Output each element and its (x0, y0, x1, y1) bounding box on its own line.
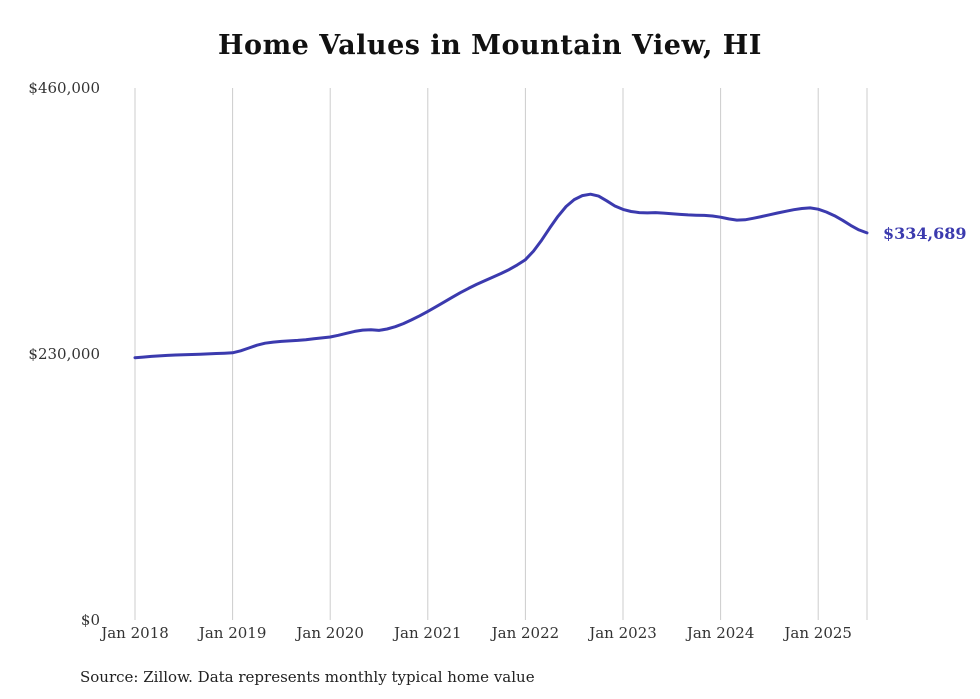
x-axis-label: Jan 2024 (686, 624, 755, 642)
y-axis-label: $230,000 (28, 345, 100, 363)
end-value-label: $334,689 (883, 223, 967, 243)
x-axis-label: Jan 2022 (491, 624, 560, 642)
x-axis-label: Jan 2020 (296, 624, 364, 642)
chart-title: Home Values in Mountain View, HI (218, 30, 762, 61)
y-axis-label: $0 (80, 611, 100, 629)
value-line (133, 192, 869, 360)
x-axis-label: Jan 2019 (198, 624, 267, 642)
x-axis-label: Jan 2018 (101, 624, 169, 642)
source-note: Source: Zillow. Data represents monthly … (80, 668, 535, 686)
y-axis-label: $460,000 (28, 79, 100, 97)
x-axis-label: Jan 2021 (394, 624, 462, 642)
x-axis-label: Jan 2023 (589, 624, 657, 642)
x-axis-label: Jan 2025 (784, 624, 852, 642)
